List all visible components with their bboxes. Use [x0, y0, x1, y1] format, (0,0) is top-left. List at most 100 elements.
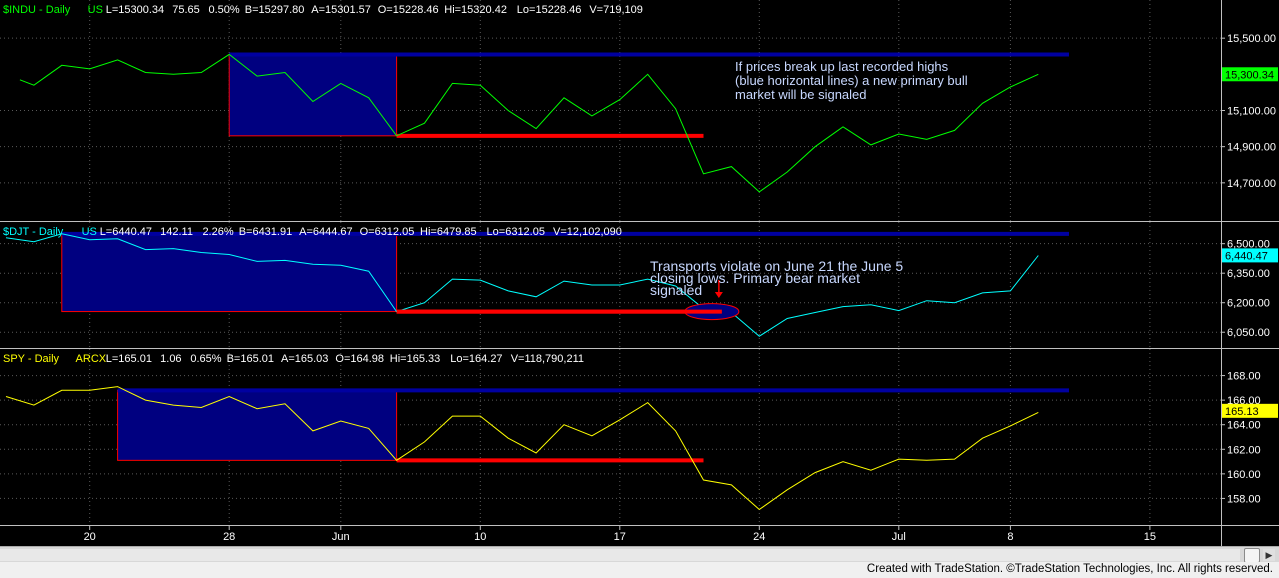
indu-data-point [674, 107, 676, 109]
indu-data-point [200, 71, 202, 73]
spy-header-field: A=165.03 [281, 353, 328, 365]
indu-ytick-label: 15,500.00 [1227, 33, 1276, 45]
indu-data-point [535, 127, 537, 129]
djt-data-point [340, 264, 342, 266]
indu-data-point [228, 53, 230, 55]
indu-header-field: Hi=15320.42 [444, 4, 507, 16]
spy-data-point [89, 389, 91, 391]
spy-data-point [842, 460, 844, 462]
djt-data-point [89, 239, 91, 241]
djt-data-point [535, 296, 537, 298]
djt-annotation: closing lows. Primary bear market [650, 270, 860, 286]
spy-data-point [786, 489, 788, 491]
spy-data-point [702, 479, 704, 481]
indu-annotation: If prices break up last recorded highs [735, 59, 949, 74]
indu-data-point [730, 165, 732, 167]
scrollbar-track[interactable] [0, 549, 1240, 561]
djt-data-point [228, 253, 230, 255]
djt-data-point [619, 284, 621, 286]
djt-data-point [144, 248, 146, 250]
indu-annotation: market will be signaled [735, 87, 867, 102]
spy-header-field: ARCX [76, 353, 107, 365]
spy-data-point [898, 458, 900, 460]
djt-data-point [368, 270, 370, 272]
djt-header-field: 2.26% [202, 226, 233, 238]
spy-header-field: V=118,790,211 [511, 353, 584, 365]
spy-data-point [284, 403, 286, 405]
indu-data-point [786, 171, 788, 173]
xtick-label: 20 [84, 531, 96, 543]
indu-data-point [591, 115, 593, 117]
djt-header-field: A=6444.67 [299, 226, 353, 238]
indu-data-point [647, 73, 649, 75]
spy-last-price-label: 165.13 [1225, 406, 1259, 418]
indu-data-point [172, 73, 174, 75]
scrollbar-thumb[interactable] [1244, 548, 1260, 563]
indu-data-point [479, 84, 481, 86]
djt-data-point [507, 290, 509, 292]
spy-data-point [116, 385, 118, 387]
djt-header-field: Lo=6312.05 [487, 226, 545, 238]
djt-data-point [200, 251, 202, 253]
spy-header-field: Lo=164.27 [450, 353, 502, 365]
copyright-text: Created with TradeStation. ©TradeStation… [866, 563, 1273, 575]
djt-header-field: US [82, 226, 97, 238]
djt-consolidation-box [61, 233, 398, 313]
spy-data-point [981, 437, 983, 439]
djt-data-point [563, 280, 565, 282]
djt-data-point [423, 302, 425, 304]
djt-header-field: L=6440.47 [100, 226, 152, 238]
spy-data-point [61, 389, 63, 391]
indu-header-field: L=15300.34 [106, 4, 164, 16]
djt-header-field: V=12,102,090 [553, 226, 622, 238]
djt-annotation: Transports violate on June 21 the June 5 [650, 258, 903, 274]
indu-data-point [870, 144, 872, 146]
scroll-right-arrow-icon[interactable]: ▶ [1263, 549, 1275, 561]
indu-data-point [842, 126, 844, 128]
indu-data-point [312, 100, 314, 102]
spy-data-point [479, 415, 481, 417]
spy-data-point [172, 404, 174, 406]
spy-data-point [953, 458, 955, 460]
djt-data-point [842, 305, 844, 307]
xtick-label: Jun [332, 531, 350, 543]
spy-data-point [395, 459, 397, 461]
spy-data-point [591, 435, 593, 437]
indu-header-field: US [88, 4, 103, 16]
indu-data-point [33, 84, 35, 86]
spy-data-point [228, 395, 230, 397]
djt-last-price-marker [1222, 248, 1278, 263]
djt-header-field: $DJT - Daily [3, 226, 64, 238]
spy-data-point [423, 441, 425, 443]
spy-consolidation-box [117, 389, 398, 461]
spy-data-point [619, 419, 621, 421]
indu-data-point [926, 138, 928, 140]
spy-ytick-label: 158.00 [1227, 493, 1261, 505]
indu-header-field: $INDU - Daily [3, 4, 71, 16]
spy-header-field: 0.65% [190, 353, 221, 365]
horizontal-scrollbar[interactable]: ▶ [0, 546, 1279, 563]
spy-data-point [368, 427, 370, 429]
djt-data-point [758, 335, 760, 337]
indu-header-field: O=15228.46 [378, 4, 439, 16]
indu-data-point [284, 71, 286, 73]
xtick-label: 10 [474, 531, 486, 543]
spy-data-point [674, 430, 676, 432]
indu-data-point [619, 98, 621, 100]
spy-ytick-label: 168.00 [1227, 371, 1261, 383]
indu-data-point [451, 82, 453, 84]
djt-data-point [786, 317, 788, 319]
djt-data-point [591, 284, 593, 286]
djt-data-point [33, 241, 35, 243]
spy-data-point [1009, 425, 1011, 427]
djt-data-point [312, 263, 314, 265]
spy-ytick-label: 162.00 [1227, 444, 1261, 456]
djt-data-point [451, 278, 453, 280]
spy-ytick-label: 164.00 [1227, 420, 1261, 432]
indu-last-price-label: 15,300.34 [1225, 69, 1274, 81]
djt-header-field: Hi=6479.85 [420, 226, 477, 238]
spy-data-point [1037, 411, 1039, 413]
djt-data-point [479, 279, 481, 281]
xtick-label: 24 [753, 531, 765, 543]
spy-header-field: Hi=165.33 [390, 353, 440, 365]
